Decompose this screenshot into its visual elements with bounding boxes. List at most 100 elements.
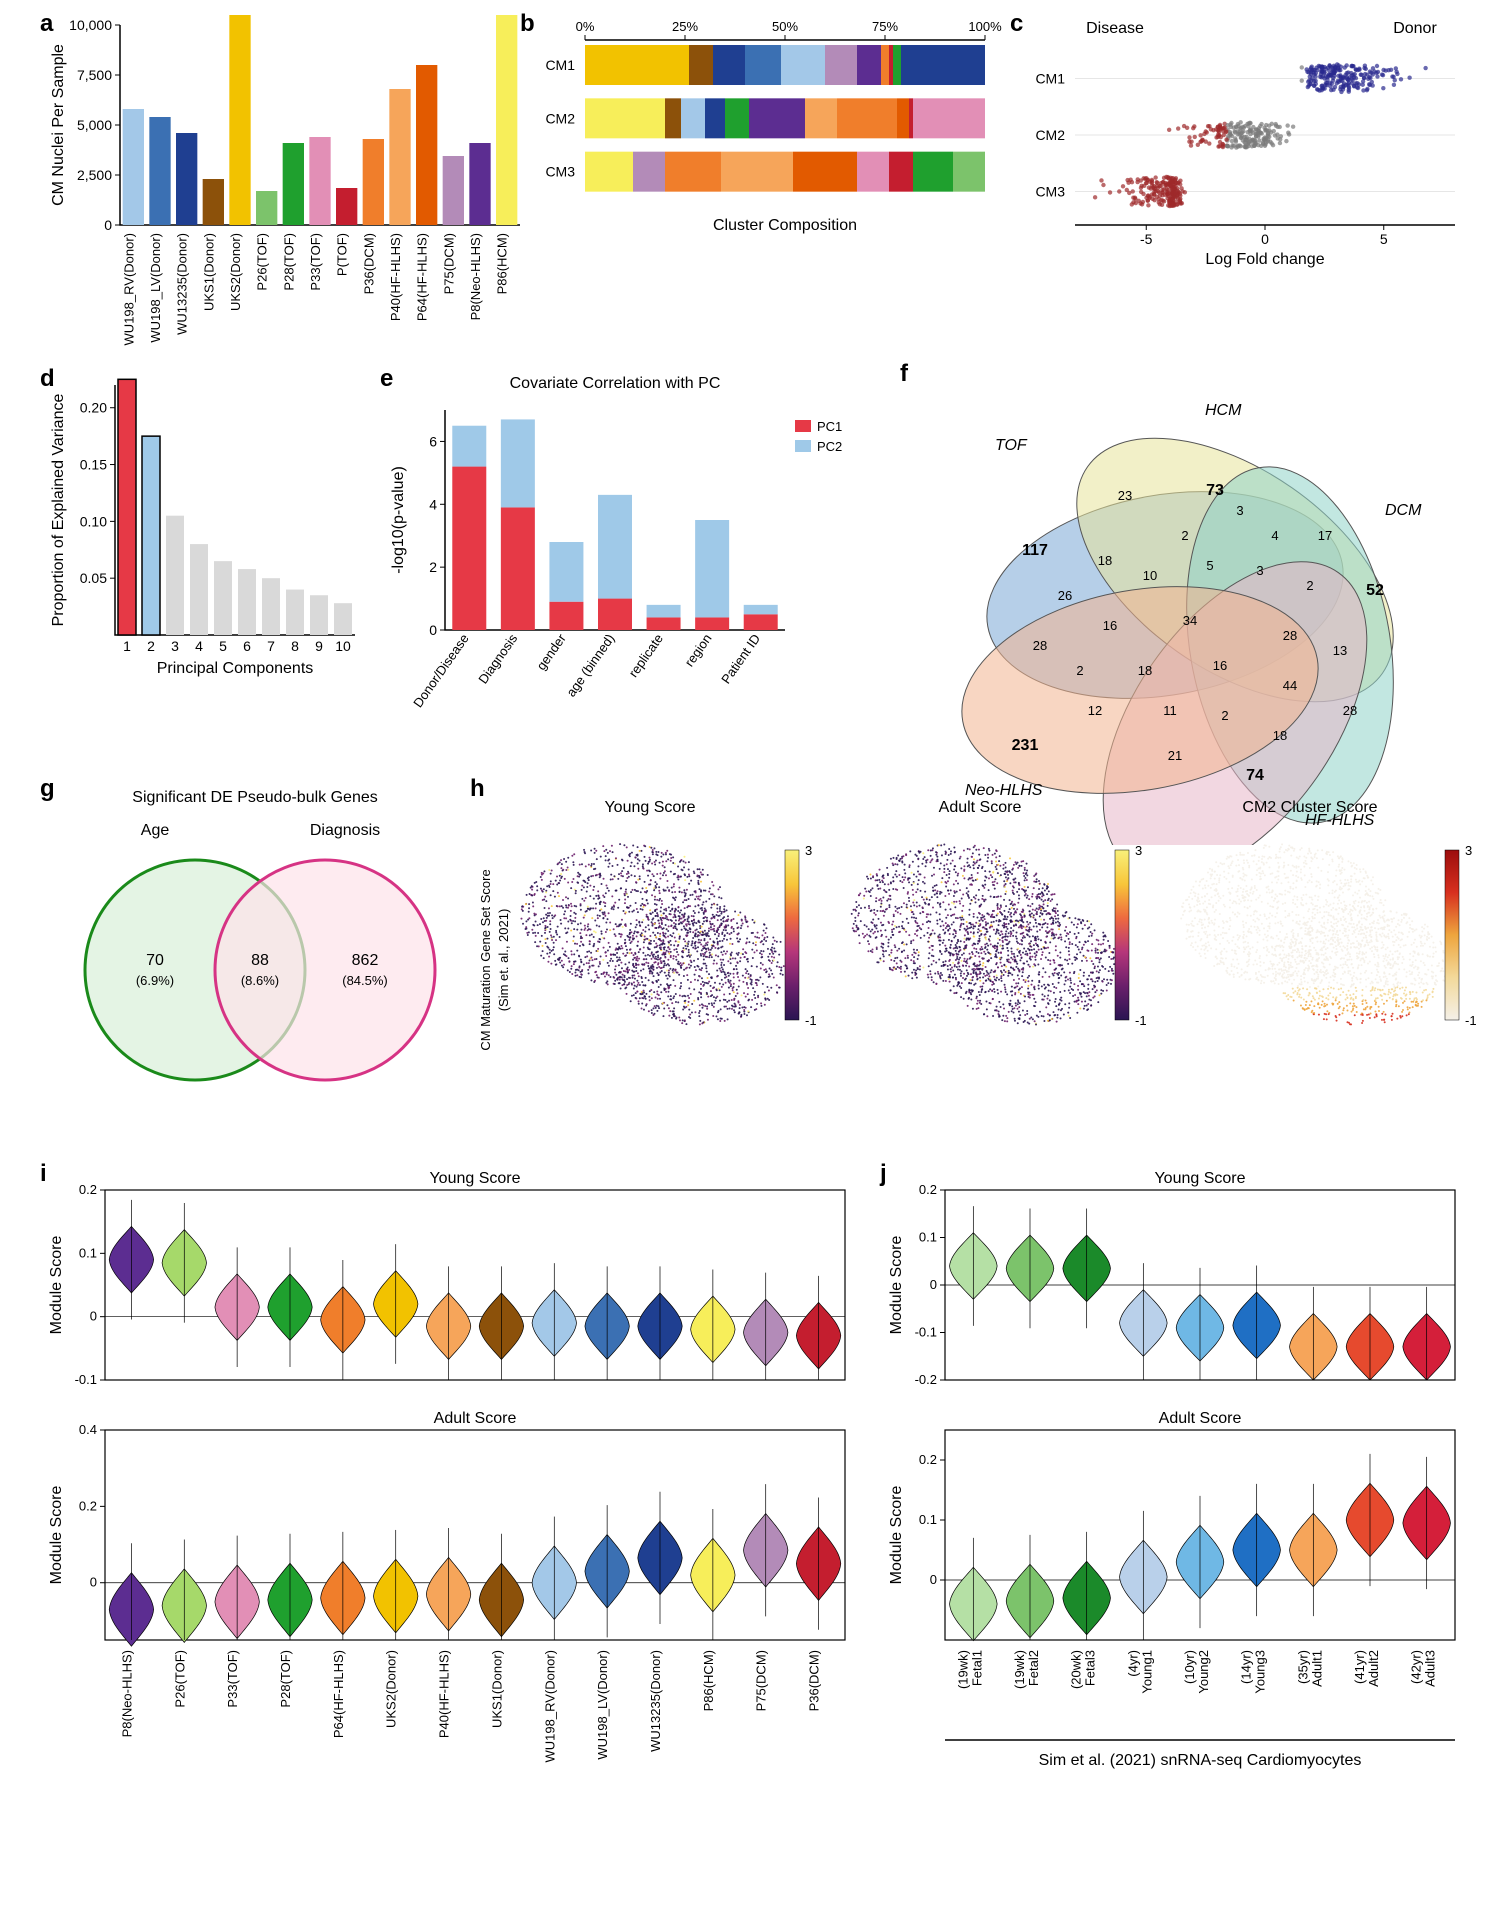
- svg-text:-1: -1: [805, 1013, 817, 1028]
- stack-seg: [705, 98, 725, 138]
- svg-text:CM1: CM1: [1035, 70, 1065, 86]
- svg-text:P36(DCM): P36(DCM): [361, 233, 376, 294]
- svg-text:231: 231: [1012, 737, 1039, 754]
- svg-text:CM3: CM3: [1035, 184, 1065, 200]
- svg-text:CM2: CM2: [545, 110, 575, 126]
- svg-text:age (binned): age (binned): [563, 631, 617, 699]
- stack-seg: [857, 152, 889, 192]
- stack-seg: [837, 98, 897, 138]
- svg-text:18: 18: [1273, 728, 1287, 743]
- svg-text:3: 3: [171, 638, 179, 654]
- panel-i: Young Score-0.100.10.2Module ScoreAdult …: [45, 1165, 875, 1910]
- svg-text:18: 18: [1098, 553, 1112, 568]
- svg-text:117: 117: [1022, 542, 1048, 559]
- svg-text:26: 26: [1058, 588, 1072, 603]
- svg-text:Donor: Donor: [1393, 20, 1437, 37]
- stack-seg: [633, 152, 665, 192]
- svg-text:2: 2: [1306, 578, 1313, 593]
- bar: [469, 143, 490, 225]
- svg-text:WU198_LV(Donor): WU198_LV(Donor): [148, 233, 163, 343]
- bar: [283, 143, 304, 225]
- svg-text:Log Fold change: Log Fold change: [1205, 251, 1324, 268]
- panel-a: 02,5005,0007,50010,000WU198_RV(Donor)WU1…: [45, 15, 545, 380]
- svg-text:2: 2: [1221, 708, 1228, 723]
- svg-text:Proportion of Explained Varian: Proportion of Explained Variance: [50, 394, 67, 627]
- stack-seg: [725, 98, 749, 138]
- stack-seg: [689, 45, 713, 85]
- svg-text:75%: 75%: [872, 19, 898, 34]
- svg-text:replicate: replicate: [626, 631, 666, 680]
- svg-text:Young Score: Young Score: [604, 799, 695, 816]
- svg-text:3: 3: [805, 843, 812, 858]
- svg-text:0%: 0%: [576, 19, 595, 34]
- svg-text:2: 2: [147, 638, 155, 654]
- svg-text:CM1: CM1: [545, 57, 575, 73]
- svg-text:1: 1: [123, 638, 131, 654]
- bar: [149, 117, 170, 225]
- svg-text:6: 6: [243, 638, 251, 654]
- svg-text:-5: -5: [1140, 231, 1153, 247]
- panel-b: 0%25%50%75%100%CM1CM2CM3Cluster Composit…: [525, 15, 1025, 280]
- panel-h: CM Maturation Gene Set Score(Sim et. al.…: [475, 780, 1495, 1145]
- svg-text:2: 2: [1181, 528, 1188, 543]
- svg-text:P75(DCM): P75(DCM): [441, 233, 456, 294]
- svg-text:P64(HF-HLHS): P64(HF-HLHS): [415, 233, 430, 321]
- svg-text:2: 2: [1076, 663, 1083, 678]
- svg-text:9: 9: [315, 638, 323, 654]
- stack-seg: [953, 152, 985, 192]
- stack-seg: [805, 98, 837, 138]
- bar: [123, 109, 144, 225]
- stack-seg: [713, 45, 745, 85]
- stack-seg: [585, 152, 633, 192]
- svg-text:0.20: 0.20: [80, 400, 107, 416]
- svg-text:13: 13: [1333, 643, 1347, 658]
- svg-text:11: 11: [1163, 703, 1177, 718]
- bar: [256, 191, 277, 225]
- svg-text:7,500: 7,500: [77, 67, 112, 83]
- svg-text:6: 6: [429, 433, 437, 449]
- svg-text:DCM: DCM: [1385, 502, 1422, 519]
- stack-seg: [881, 45, 889, 85]
- svg-text:TOF: TOF: [995, 437, 1028, 454]
- svg-text:region: region: [682, 631, 715, 669]
- svg-text:Donor/Disease: Donor/Disease: [410, 631, 472, 710]
- svg-text:12: 12: [1088, 703, 1102, 718]
- svg-text:WU13235(Donor): WU13235(Donor): [175, 233, 190, 335]
- stack-seg: [681, 98, 705, 138]
- svg-text:Disease: Disease: [1086, 20, 1144, 37]
- svg-text:PC2: PC2: [817, 439, 842, 454]
- svg-text:0.05: 0.05: [80, 570, 107, 586]
- stack-seg: [745, 45, 781, 85]
- stack-seg: [889, 152, 913, 192]
- svg-text:0: 0: [104, 217, 112, 233]
- svg-text:16: 16: [1213, 658, 1227, 673]
- bar: [416, 65, 437, 225]
- svg-text:4: 4: [1271, 528, 1278, 543]
- stack-seg: [857, 45, 881, 85]
- panel-e: Covariate Correlation with PC0246PC1PC2D…: [385, 370, 885, 775]
- stack-seg: [901, 45, 985, 85]
- bar: [309, 137, 330, 225]
- svg-text:100%: 100%: [968, 19, 1002, 34]
- svg-text:Age: Age: [141, 822, 170, 839]
- svg-text:0: 0: [1261, 231, 1269, 247]
- svg-text:18: 18: [1138, 663, 1152, 678]
- svg-text:P40(HF-HLHS): P40(HF-HLHS): [388, 233, 403, 321]
- svg-text:8: 8: [291, 638, 299, 654]
- stack-seg: [793, 152, 857, 192]
- stack-seg: [585, 98, 665, 138]
- svg-text:10: 10: [335, 638, 351, 654]
- stack-seg: [721, 152, 793, 192]
- svg-text:Covariate Correlation with PC: Covariate Correlation with PC: [510, 375, 721, 392]
- svg-text:HCM: HCM: [1205, 402, 1242, 419]
- svg-text:25%: 25%: [672, 19, 698, 34]
- stack-seg: [749, 98, 805, 138]
- svg-text:44: 44: [1283, 678, 1297, 693]
- bar: [496, 15, 517, 225]
- svg-text:23: 23: [1118, 488, 1132, 503]
- svg-text:28: 28: [1343, 703, 1357, 718]
- svg-text:2,500: 2,500: [77, 167, 112, 183]
- svg-text:70: 70: [146, 952, 164, 969]
- svg-text:2: 2: [429, 559, 437, 575]
- svg-text:Adult Score: Adult Score: [939, 799, 1022, 816]
